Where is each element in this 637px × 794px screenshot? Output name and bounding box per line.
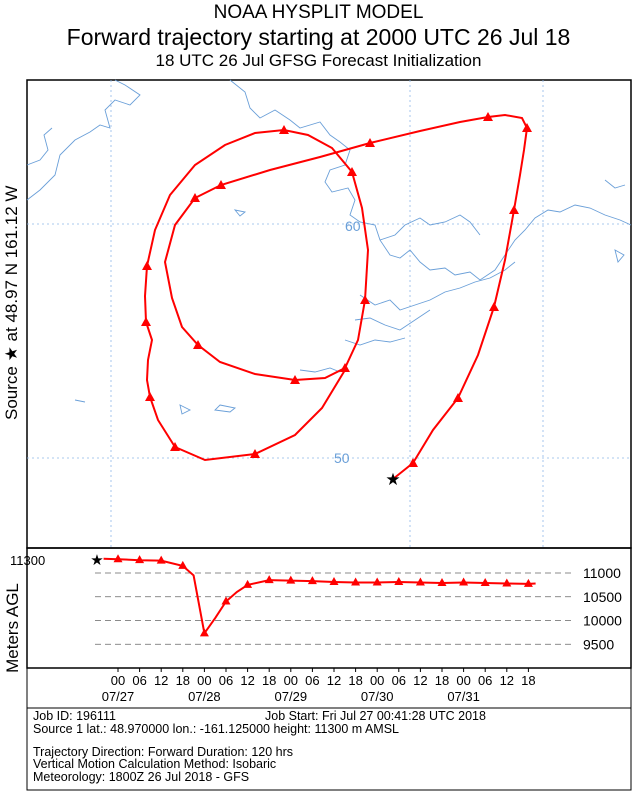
time-tick-label: 18 <box>435 673 449 688</box>
height-marker <box>199 628 209 637</box>
y-axis-label: Meters AGL <box>3 583 22 673</box>
height-marker <box>156 555 166 564</box>
time-tick-label: 00 <box>111 673 125 688</box>
date-label: 07/31 <box>447 689 480 704</box>
time-tick-label: 12 <box>154 673 168 688</box>
vertical-motion: Vertical Motion Calculation Method: Isob… <box>33 757 277 771</box>
height-marker <box>502 578 512 587</box>
time-tick-label: 12 <box>500 673 514 688</box>
info-box-frame <box>26 707 632 791</box>
height-marker <box>415 577 425 586</box>
height-marker <box>523 578 533 587</box>
date-label: 07/28 <box>188 689 221 704</box>
height-marker <box>307 576 317 585</box>
height-tick-label: 10000 <box>583 613 622 629</box>
time-tick-label: 06 <box>219 673 233 688</box>
meteorology: Meteorology: 1800Z 26 Jul 2018 - GFS <box>33 770 250 784</box>
trajectory-direction: Trajectory Direction: Forward Duration: … <box>33 745 294 759</box>
time-tick-label: 00 <box>370 673 384 688</box>
date-label: 07/27 <box>102 689 135 704</box>
time-tick-label: 18 <box>262 673 276 688</box>
height-marker <box>480 577 490 586</box>
height-marker <box>113 554 123 563</box>
chart-subtitle: 18 UTC 26 Jul GFSG Forecast Initializati… <box>155 51 482 70</box>
coastline <box>26 79 632 415</box>
chart-title: Forward trajectory starting at 2000 UTC … <box>66 24 571 50</box>
source-info: Source 1 lat.: 48.970000 lon.: -161.1250… <box>33 722 400 736</box>
time-tick-label: 06 <box>478 673 492 688</box>
height-marker <box>243 579 253 588</box>
time-tick-label: 18 <box>521 673 535 688</box>
height-marker <box>459 577 469 586</box>
chart-title-model: NOAA HYSPLIT MODEL <box>213 2 424 23</box>
height-marker <box>135 555 145 564</box>
height-markers <box>113 554 533 637</box>
height-marker <box>329 577 339 586</box>
height-marker <box>351 577 361 586</box>
time-tick-label: 06 <box>305 673 319 688</box>
time-tick-label: 12 <box>240 673 254 688</box>
height-panel-frame <box>26 547 632 669</box>
time-tick-label: 00 <box>284 673 298 688</box>
source-location-label: Source ★ at 48.97 N 161.12 W <box>2 186 21 420</box>
height-gridlines <box>95 572 575 645</box>
height-tick-label: 10500 <box>583 589 622 605</box>
time-tick-label: 12 <box>327 673 341 688</box>
job-start: Job Start: Fri Jul 27 00:41:28 UTC 2018 <box>265 709 486 723</box>
map-grid <box>27 80 631 548</box>
height-tick-label: 11000 <box>583 565 621 581</box>
time-tick-label: 18 <box>176 673 190 688</box>
job-id: Job ID: 196111 <box>33 709 116 723</box>
height-marker <box>178 560 188 569</box>
height-marker <box>394 577 404 586</box>
source-star-icon-height: ★ <box>90 552 103 569</box>
time-axis-ticks: 00 06 12 18 00 06 12 18 00 06 12 18 00 06 12 18 00 06 12 18… <box>102 668 536 704</box>
trajectory-path <box>143 113 529 480</box>
date-label: 07/29 <box>275 689 308 704</box>
time-tick-label: 00 <box>197 673 211 688</box>
time-tick-label: 00 <box>456 673 470 688</box>
height-marker <box>286 575 296 584</box>
trajectory-markers <box>141 112 532 467</box>
date-label: 07/30 <box>361 689 394 704</box>
height-tick-labels: 11000 10500 10000 9500 <box>583 565 622 652</box>
time-tick-label: 18 <box>348 673 362 688</box>
height-marker <box>221 596 231 605</box>
height-marker <box>264 575 274 584</box>
time-tick-label: 12 <box>413 673 427 688</box>
map-frame <box>26 79 632 549</box>
time-tick-label: 06 <box>392 673 406 688</box>
lat-label-50: 50 <box>334 450 350 466</box>
time-tick-label: 06 <box>132 673 146 688</box>
height-marker <box>372 577 382 586</box>
source-height-label: 11300 <box>10 553 45 568</box>
height-series-line <box>103 557 536 636</box>
height-tick-label: 9500 <box>583 636 614 652</box>
height-marker <box>437 577 447 586</box>
lat-label-60: 60 <box>345 218 361 234</box>
source-star-icon: ★ <box>385 470 400 489</box>
